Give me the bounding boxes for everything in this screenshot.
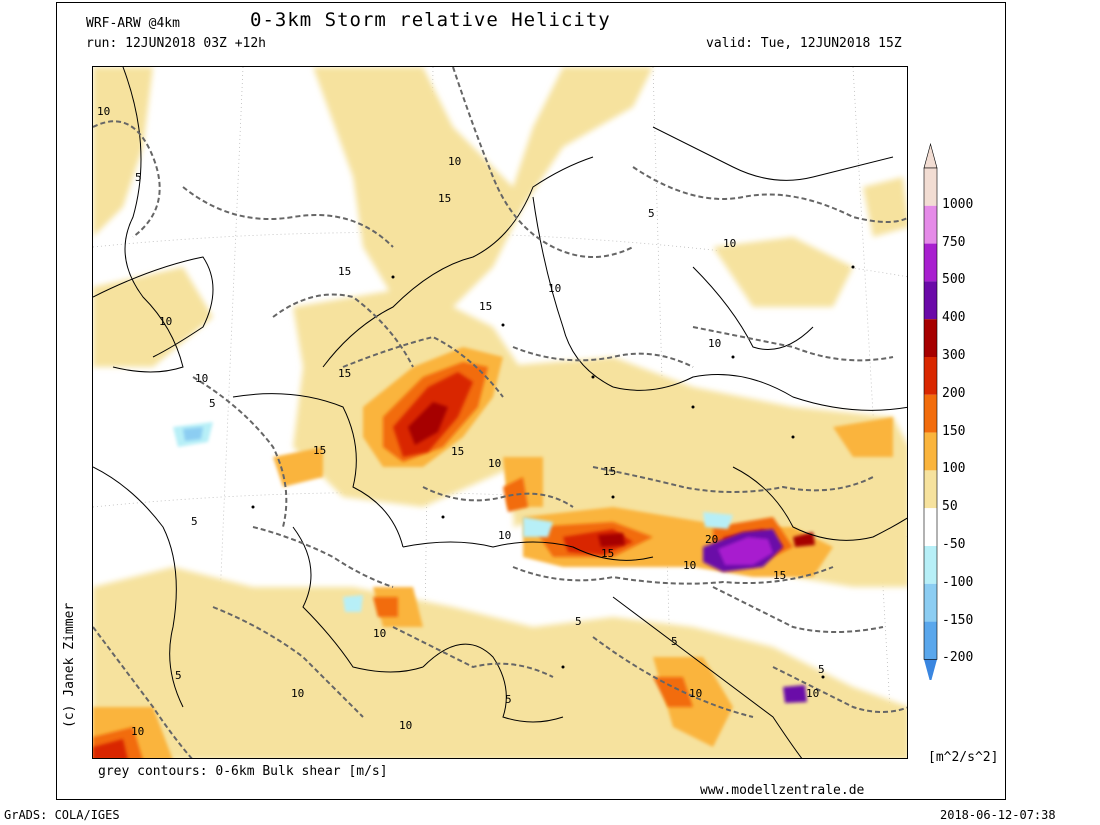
colorbar-label: 150 [942,423,966,439]
colorbar-swatch-300 [924,319,937,357]
contour-label: 5 [175,669,182,682]
colorbar-swatch-750 [924,205,937,244]
contour-label: 10 [399,719,412,732]
contour-label: 10 [498,529,511,542]
colorbar-swatch-400 [924,281,937,320]
colorbar-outline [923,167,938,660]
colorbar-swatch-1000 [924,168,937,206]
contour-label: 10 [723,237,736,250]
contour-label: 10 [548,282,561,295]
run-label: run: 12JUN2018 03Z +12h [86,36,267,51]
contour-label: 15 [773,569,786,582]
contour-label: 10 [689,687,702,700]
colorbar-swatch--100 [924,546,937,584]
colorbar-swatch--50 [924,508,937,546]
copyright-label: (c) Janek Zimmer [62,602,77,728]
contour-label: 10 [683,559,696,572]
software-credit: GrADS: COLA/IGES [4,808,120,822]
colorbar-swatch-500 [924,243,937,282]
contour-label: 10 [373,627,386,640]
colorbar-swatch--200 [924,621,937,660]
bulk-shear-contours [93,67,907,758]
contour-label: 10 [708,337,721,350]
map-title: 0-3km Storm relative Helicity [250,9,611,31]
colorbar-unit: [m^2/s^2] [928,750,999,765]
contour-label: 5 [671,635,678,648]
contour-label: 5 [575,615,582,628]
contour-label: 15 [603,465,616,478]
colorbar-swatch--150 [924,583,937,622]
colorbar-swatch-50 [924,470,937,509]
contour-label: 5 [135,171,142,184]
contour-label: 20 [705,533,718,546]
colorbar-label: 400 [942,310,966,326]
model-label: WRF-ARW @4km [86,16,180,31]
coastlines-borders [93,67,907,758]
contour-label: 15 [338,265,351,278]
contour-label: 5 [209,397,216,410]
contour-label: 10 [159,315,172,328]
contour-note: grey contours: 0-6km Bulk shear [m/s] [98,764,388,779]
colorbar-label: -200 [942,650,974,666]
colorbar-label: 50 [942,499,958,515]
figure-frame [56,2,1006,800]
map-canvas: 10 5 10 10 15 15 15 10 5 10 15 10 5 10 1… [93,67,907,758]
colorbar-label: -100 [942,574,974,590]
contour-label: 15 [451,445,464,458]
colorbar-swatch-200 [924,357,937,395]
contour-label: 10 [448,155,461,168]
contour-label: 15 [313,444,326,457]
helicity-shading-300 [408,402,815,547]
colorbar-label: 1000 [942,196,974,212]
contour-label: 15 [338,367,351,380]
contour-label: 15 [438,192,451,205]
colorbar-swatch-150 [924,394,937,433]
contour-label: 10 [488,457,501,470]
colorbar-label: 300 [942,348,966,363]
colorbar-label: -150 [942,612,974,628]
contour-label: 5 [191,515,198,528]
colorbar-swatch-100 [924,432,937,471]
colorbar-label: -50 [942,537,966,552]
colorbar-top-triangle [923,142,938,169]
colorbar-label: 500 [942,272,966,288]
contour-label: 10 [195,372,208,385]
contour-label: 5 [505,693,512,706]
contour-label: 15 [479,300,492,313]
contour-label: 10 [291,687,304,700]
website-link[interactable]: www.modellzentrale.de [700,783,865,798]
valid-time-label: valid: Tue, 12JUN2018 15Z [706,36,902,51]
contour-label: 10 [131,725,144,738]
colorbar-label: 200 [942,385,966,401]
contour-label: 10 [806,687,819,700]
contour-label: 10 [97,105,110,118]
city-markers [251,265,855,679]
contour-label: 15 [601,547,614,560]
contour-label: 5 [648,207,655,220]
helicity-map: 10 5 10 10 15 15 15 10 5 10 15 10 5 10 1… [92,66,908,759]
contour-value-labels: 10 5 10 10 15 15 15 10 5 10 15 10 5 10 1… [97,105,825,738]
colorbar-bottom-triangle [924,659,937,680]
helicity-shading-50 [93,67,907,758]
generation-timestamp: 2018-06-12-07:38 [940,808,1056,822]
contour-label: 5 [818,663,825,676]
colorbar-label: 100 [942,461,966,477]
colorbar-label: 750 [942,234,966,250]
helicity-shading-500 [718,537,773,565]
colorbar [923,142,938,680]
